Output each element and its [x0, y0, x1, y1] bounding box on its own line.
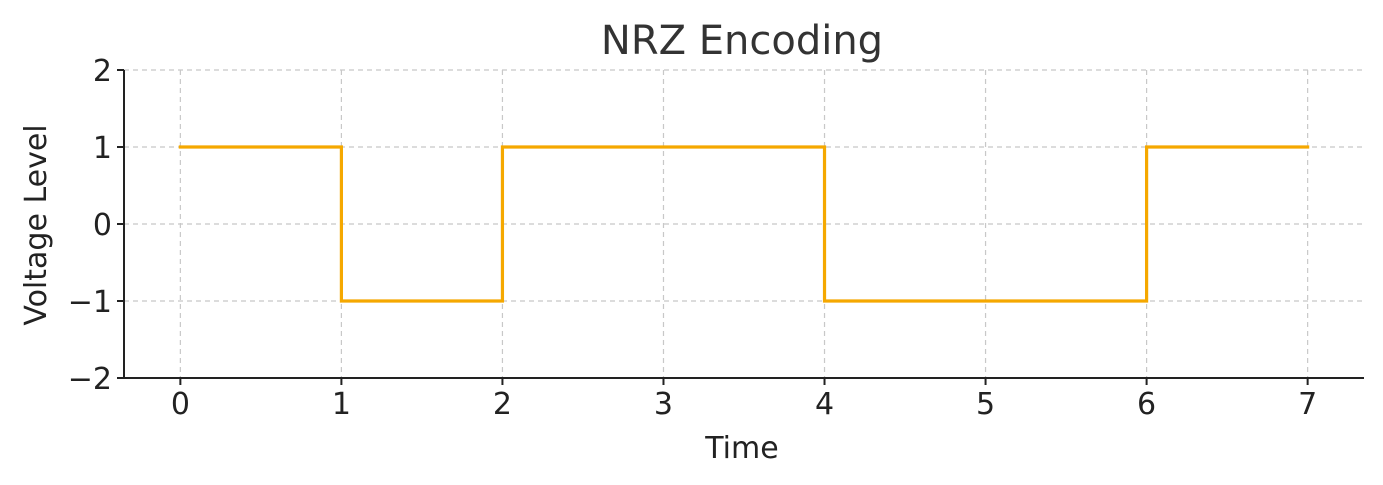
- x-tick-label-2: 2: [493, 387, 512, 422]
- y-tick-label-3: −1: [68, 285, 112, 320]
- x-tick-label-0: 0: [171, 387, 190, 422]
- y-ticks: 2 1 0 −1 −2: [68, 54, 124, 397]
- x-tick-label-6: 6: [1137, 387, 1156, 422]
- x-axis-label: Time: [704, 431, 778, 466]
- x-tick-label-5: 5: [976, 387, 995, 422]
- series-line-0: [178, 145, 1310, 303]
- grid: [124, 69, 1364, 379]
- x-tick-label-7: 7: [1298, 387, 1317, 422]
- x-ticks: 0 1 2 3 4 5 6 7: [171, 378, 1317, 422]
- chart-title: NRZ Encoding: [601, 18, 883, 64]
- x-tick-label-3: 3: [654, 387, 673, 422]
- y-tick-label-1: 1: [93, 131, 112, 166]
- x-tick-label-1: 1: [332, 387, 351, 422]
- y-axis-label: Voltage Level: [19, 124, 54, 325]
- series-layer: [178, 145, 1310, 303]
- y-tick-label-4: −2: [68, 362, 112, 397]
- y-tick-label-2: 0: [93, 208, 112, 243]
- y-tick-label-0: 2: [93, 54, 112, 89]
- x-tick-label-4: 4: [815, 387, 834, 422]
